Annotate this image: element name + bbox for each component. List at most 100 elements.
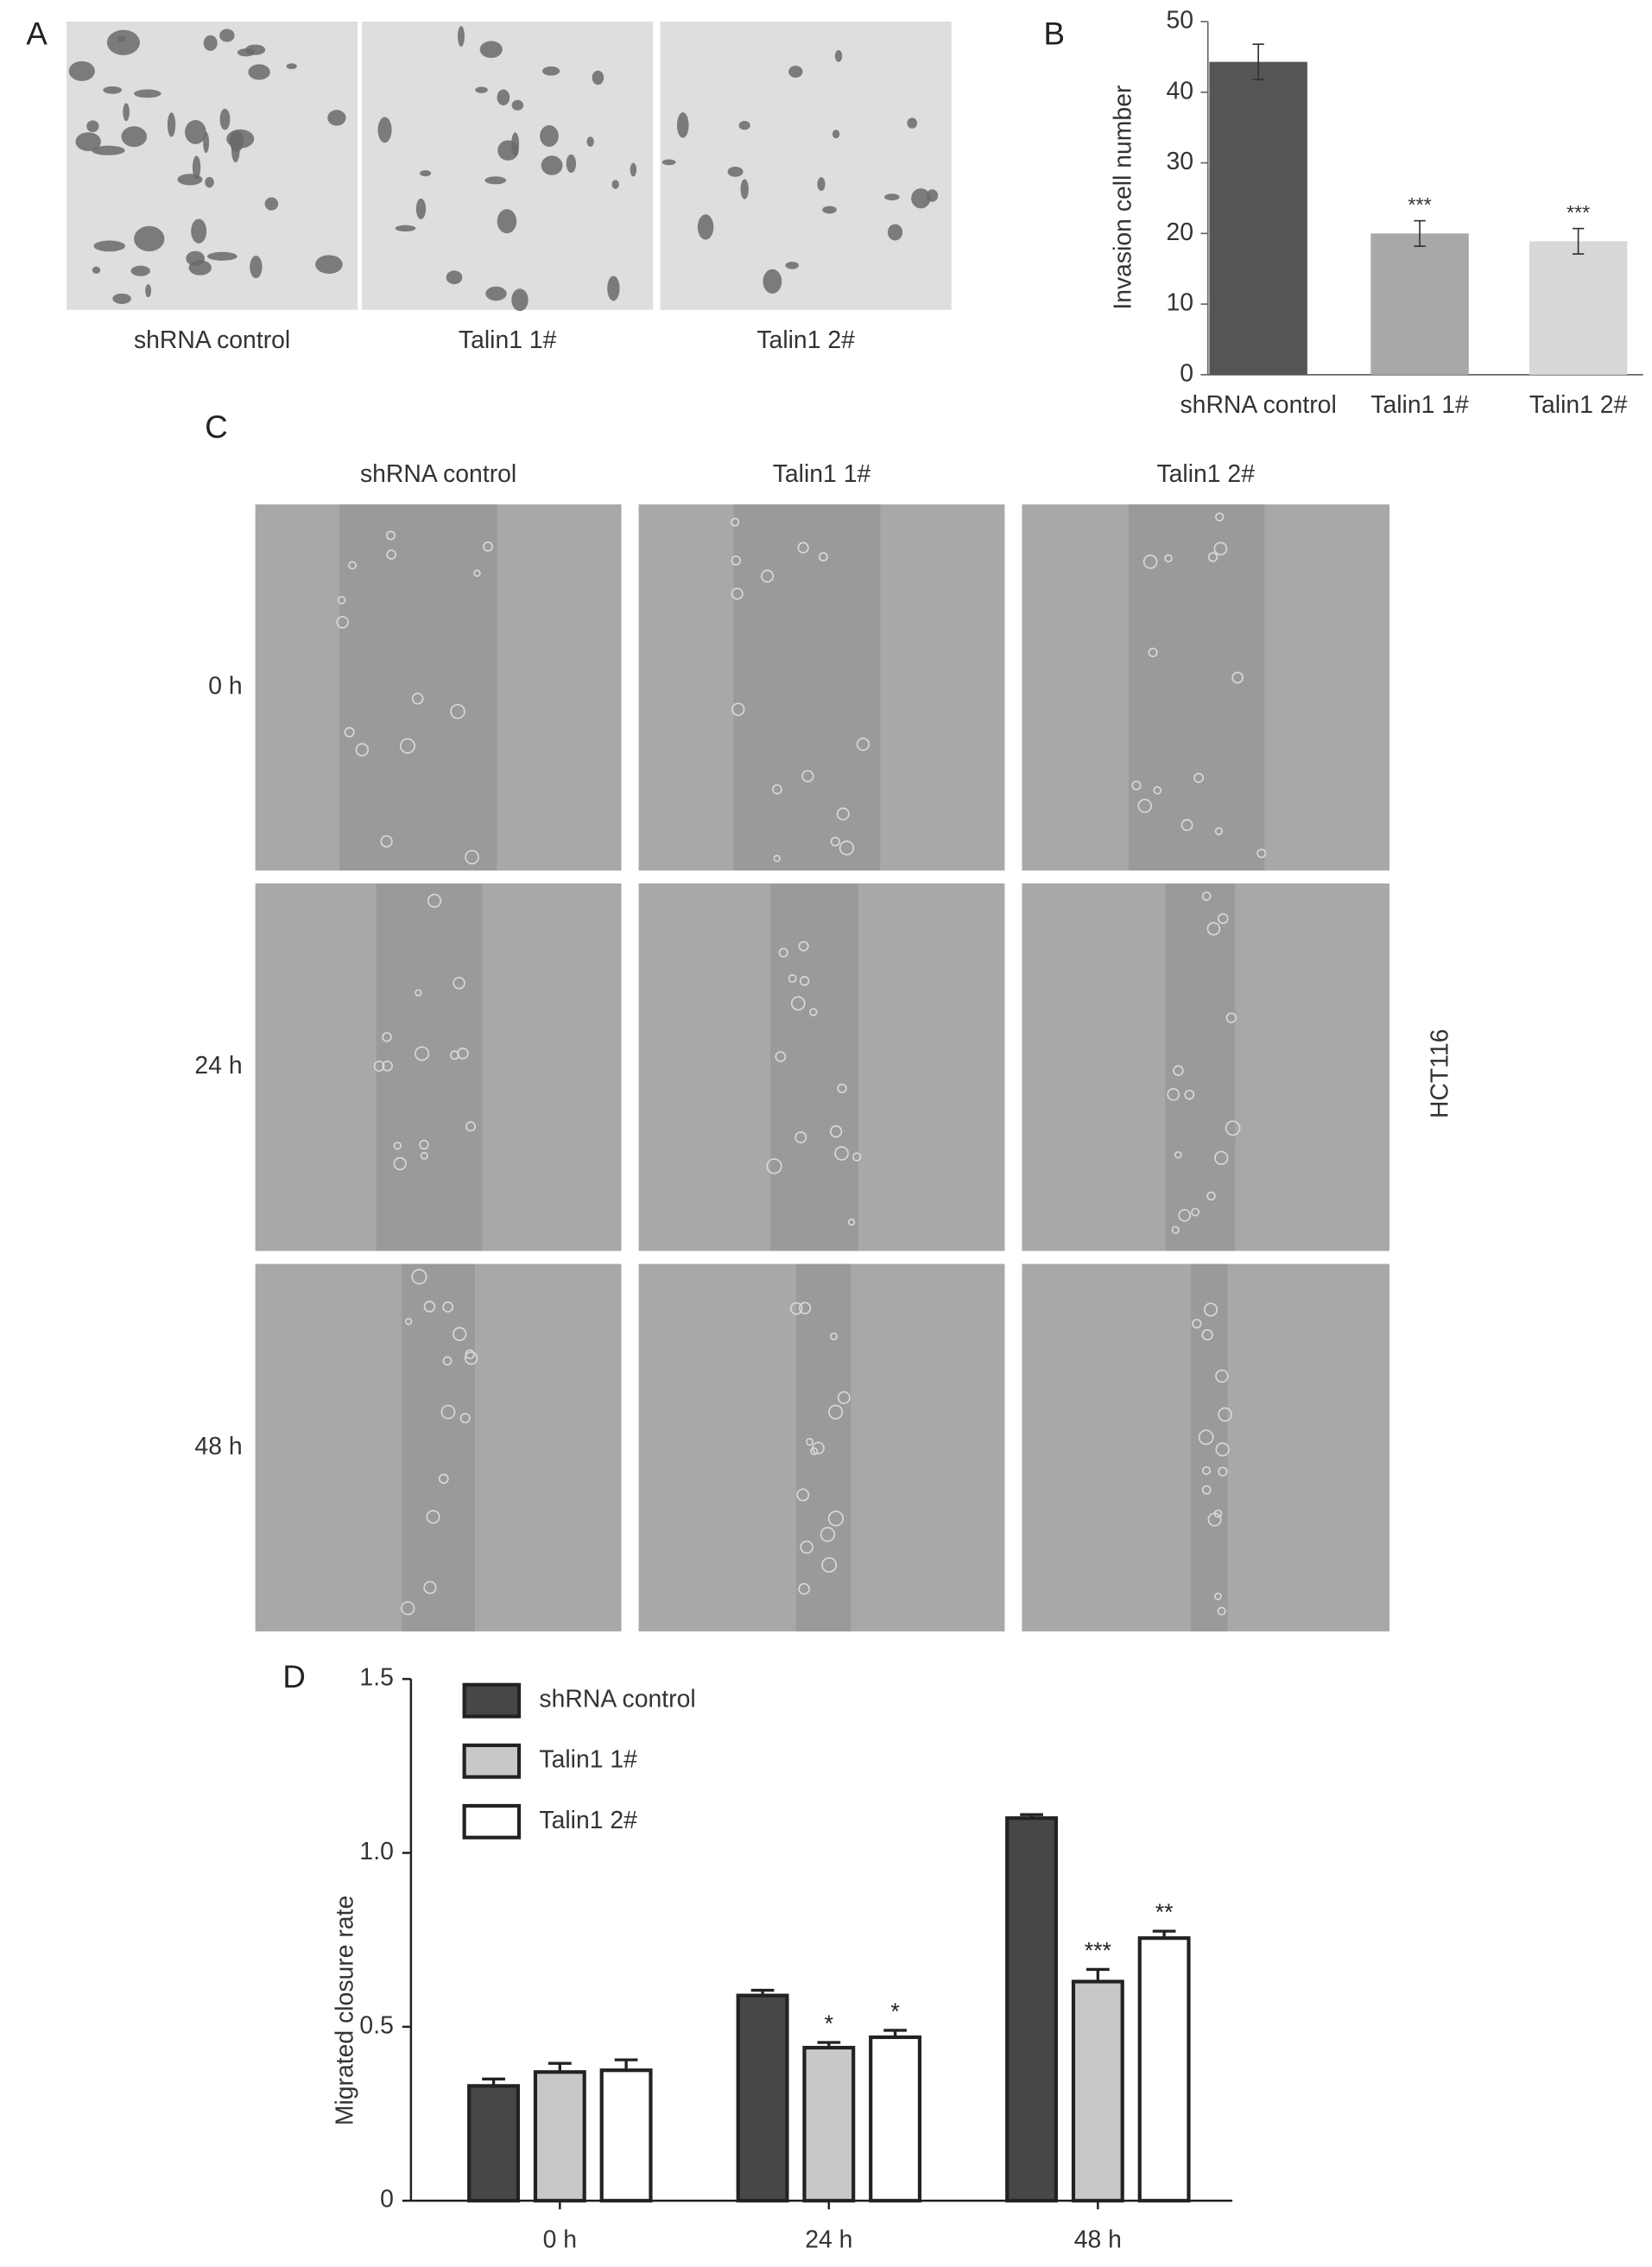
image-label: Talin1 2# <box>756 326 855 354</box>
bar <box>869 2035 922 2203</box>
cell <box>1225 1012 1237 1023</box>
cell-stain <box>237 48 255 57</box>
cell <box>386 549 396 560</box>
y-tick-label: 30 <box>1166 148 1193 175</box>
cell <box>1201 1328 1213 1341</box>
cell <box>450 1050 459 1061</box>
cell-stain <box>592 70 604 85</box>
cell <box>1171 1225 1180 1234</box>
cell-stain <box>415 198 427 219</box>
cell <box>459 1412 471 1424</box>
cell-stain <box>92 145 125 155</box>
cell-stain <box>185 120 206 144</box>
image-label: Talin1 1# <box>459 326 557 354</box>
significance: *** <box>1408 193 1431 216</box>
cell <box>773 854 781 863</box>
cell-stain <box>177 174 203 186</box>
bar <box>1071 1979 1124 2203</box>
cell-stain <box>130 265 150 276</box>
cell <box>1218 1466 1228 1477</box>
wound-gap <box>733 504 881 871</box>
cell-stain <box>697 214 714 240</box>
cell <box>837 1390 851 1404</box>
cell-stain <box>103 85 123 94</box>
cell <box>419 1139 429 1150</box>
cell <box>789 1301 803 1315</box>
cell <box>731 702 745 717</box>
cell-stain <box>327 110 346 126</box>
cell <box>401 1600 415 1616</box>
cell <box>818 552 828 562</box>
cell-stain <box>541 66 560 76</box>
legend-swatch <box>462 1743 522 1779</box>
cell <box>426 1510 440 1524</box>
cell <box>1214 1593 1222 1600</box>
cell <box>336 616 349 629</box>
cell <box>1218 1407 1232 1422</box>
cell <box>415 1046 430 1061</box>
cell <box>442 1356 453 1366</box>
cell <box>806 1437 814 1446</box>
x-tick-label: 0 h <box>543 2226 577 2253</box>
cell-stain <box>188 260 212 275</box>
y-tick-label: 50 <box>1166 7 1193 35</box>
cell-stain <box>192 155 201 180</box>
cell-stain <box>497 209 517 234</box>
cell <box>1137 798 1152 814</box>
cell <box>423 1580 437 1594</box>
column-label: Talin1 2# <box>1156 460 1255 488</box>
cell <box>801 769 814 782</box>
bar <box>1529 241 1628 375</box>
x-tick-label: shRNA control <box>1180 391 1337 419</box>
significance: * <box>890 1998 899 2024</box>
bar <box>1209 61 1307 375</box>
cell-stain <box>377 117 392 143</box>
cell <box>1131 780 1142 791</box>
x-tick-label: Talin1 2# <box>1529 391 1628 419</box>
cell <box>1180 819 1193 832</box>
cell <box>1206 1191 1216 1201</box>
cell <box>1153 786 1162 795</box>
cell <box>1206 921 1221 936</box>
cell <box>821 1557 838 1573</box>
cell <box>465 850 479 864</box>
cell <box>1214 1150 1229 1165</box>
cell-stain <box>479 41 503 59</box>
cell <box>411 693 424 705</box>
column-label: Talin1 1# <box>773 460 871 488</box>
cell <box>1214 826 1224 836</box>
cell <box>465 1121 476 1132</box>
cell-stain <box>485 286 507 301</box>
cell <box>856 738 870 751</box>
cell-stain <box>75 132 101 151</box>
cell <box>809 1008 818 1016</box>
cell <box>1192 1319 1202 1329</box>
cell <box>772 784 782 795</box>
cell <box>730 517 740 527</box>
cell <box>837 1083 847 1093</box>
wound-gap <box>402 1263 475 1632</box>
cell-stain <box>145 284 152 298</box>
micrograph <box>66 22 358 310</box>
cell-stain <box>926 189 939 202</box>
cell-stain <box>93 240 126 252</box>
cell <box>337 596 346 605</box>
x-tick-label: 48 h <box>1074 2226 1122 2253</box>
cell <box>796 1488 810 1502</box>
cell <box>1201 891 1212 901</box>
cell <box>348 560 357 570</box>
cell <box>794 1131 807 1143</box>
cell-stain <box>92 266 101 274</box>
significance: *** <box>1567 201 1590 224</box>
cell <box>834 1146 849 1161</box>
wound-gap <box>376 883 483 1251</box>
significance: *** <box>1085 1937 1111 1963</box>
cell <box>830 1125 843 1138</box>
cell-stain <box>167 112 176 137</box>
cell <box>464 1351 478 1365</box>
cell-stain <box>832 130 840 139</box>
cell-stain <box>420 170 432 177</box>
cell <box>427 893 442 909</box>
cell <box>790 996 806 1011</box>
image-label: shRNA control <box>134 326 290 354</box>
